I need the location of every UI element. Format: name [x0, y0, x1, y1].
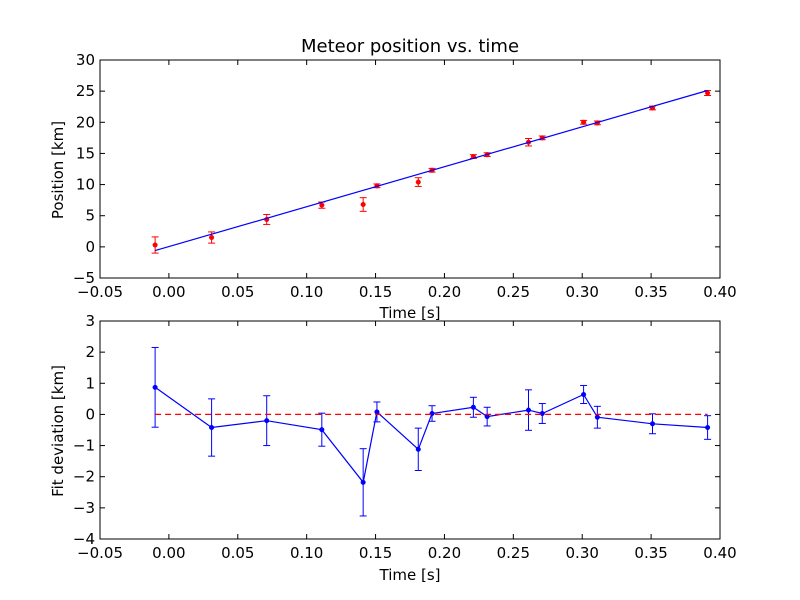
y-tick-label: −1	[73, 437, 95, 455]
data-point	[152, 384, 158, 390]
y-tick-label: 1	[85, 374, 95, 392]
x-tick-label: 0.40	[703, 283, 736, 301]
deviation-plot: −0.05 0.00 0.05 0.10 0.15 0.20 0.25 0.30 0.35 0.4…	[73, 312, 737, 562]
data-point	[705, 424, 711, 431]
x-tick-label: 0.40	[703, 544, 736, 562]
x-tick-label: 0.10	[290, 544, 323, 562]
x-tick-label: 0.25	[497, 283, 530, 301]
x-tick-label: 0.35	[634, 544, 667, 562]
data-point	[360, 479, 366, 485]
data-point	[415, 179, 421, 185]
data-point	[415, 446, 421, 452]
x-tick-label: −0.05	[77, 283, 123, 301]
x-tick-label: 0.20	[428, 283, 461, 301]
data-point	[581, 119, 587, 125]
data-point	[581, 391, 587, 398]
x-tick-label: 0.35	[634, 283, 667, 301]
data-point	[594, 414, 600, 420]
data-point	[319, 202, 325, 208]
top-x-axis-label: Time [s]	[379, 304, 441, 322]
data-point	[319, 427, 325, 433]
data-point	[429, 410, 435, 417]
y-tick-label: 5	[85, 207, 95, 225]
y-tick-label: 20	[76, 113, 95, 131]
y-tick-label: 0	[85, 238, 95, 256]
y-tick-label: 2	[85, 343, 95, 361]
x-tick-label: 0.30	[566, 544, 599, 562]
data-point	[525, 407, 532, 413]
y-tick-label: −3	[73, 499, 95, 517]
top-y-axis-label: Position [km]	[49, 121, 67, 219]
x-tick-label: 0.00	[152, 283, 185, 301]
y-tick-label: −2	[73, 468, 95, 486]
fit-line	[154, 89, 708, 252]
plot-frame	[99, 320, 721, 540]
x-tick-label: 0.30	[566, 283, 599, 301]
y-tick-label: 30	[76, 51, 95, 69]
x-tick-label: 0.20	[428, 544, 461, 562]
x-tick-label: 0.00	[152, 544, 185, 562]
bottom-x-axis-label: Time [s]	[379, 566, 441, 584]
x-tick-label: −0.05	[77, 544, 123, 562]
x-tick-label: 0.15	[359, 283, 392, 301]
data-point	[209, 424, 215, 431]
x-tick-label: 0.10	[290, 283, 323, 301]
y-tick-label: −4	[73, 530, 95, 548]
x-tick-label: 0.05	[221, 544, 254, 562]
y-tick-label: −5	[73, 269, 95, 287]
x-tick-label: 0.25	[497, 544, 530, 562]
y-tick-label: 15	[76, 144, 95, 162]
y-tick-label: 3	[85, 312, 95, 330]
chart-title: Meteor position vs. time	[301, 36, 519, 57]
data-point	[649, 421, 656, 427]
data-point	[470, 404, 476, 410]
data-point	[209, 234, 215, 241]
data-point	[374, 409, 380, 415]
data-point	[152, 242, 158, 248]
position-plot: −0.05 0.00 0.05 0.10 0.15 0.20 0.25 0.30 0.35 0.4…	[73, 51, 737, 301]
data-point	[360, 201, 366, 208]
deviation-line	[154, 386, 708, 484]
data-point	[264, 418, 270, 424]
bottom-y-axis-label: Fit deviation [km]	[49, 365, 67, 497]
y-tick-label: 0	[85, 405, 95, 423]
plot-frame	[99, 59, 721, 279]
x-tick-label: 0.05	[221, 283, 254, 301]
x-tick-label: 0.15	[359, 544, 392, 562]
data-point	[539, 410, 545, 417]
y-tick-label: 10	[76, 176, 95, 194]
y-tick-label: 25	[76, 82, 95, 100]
